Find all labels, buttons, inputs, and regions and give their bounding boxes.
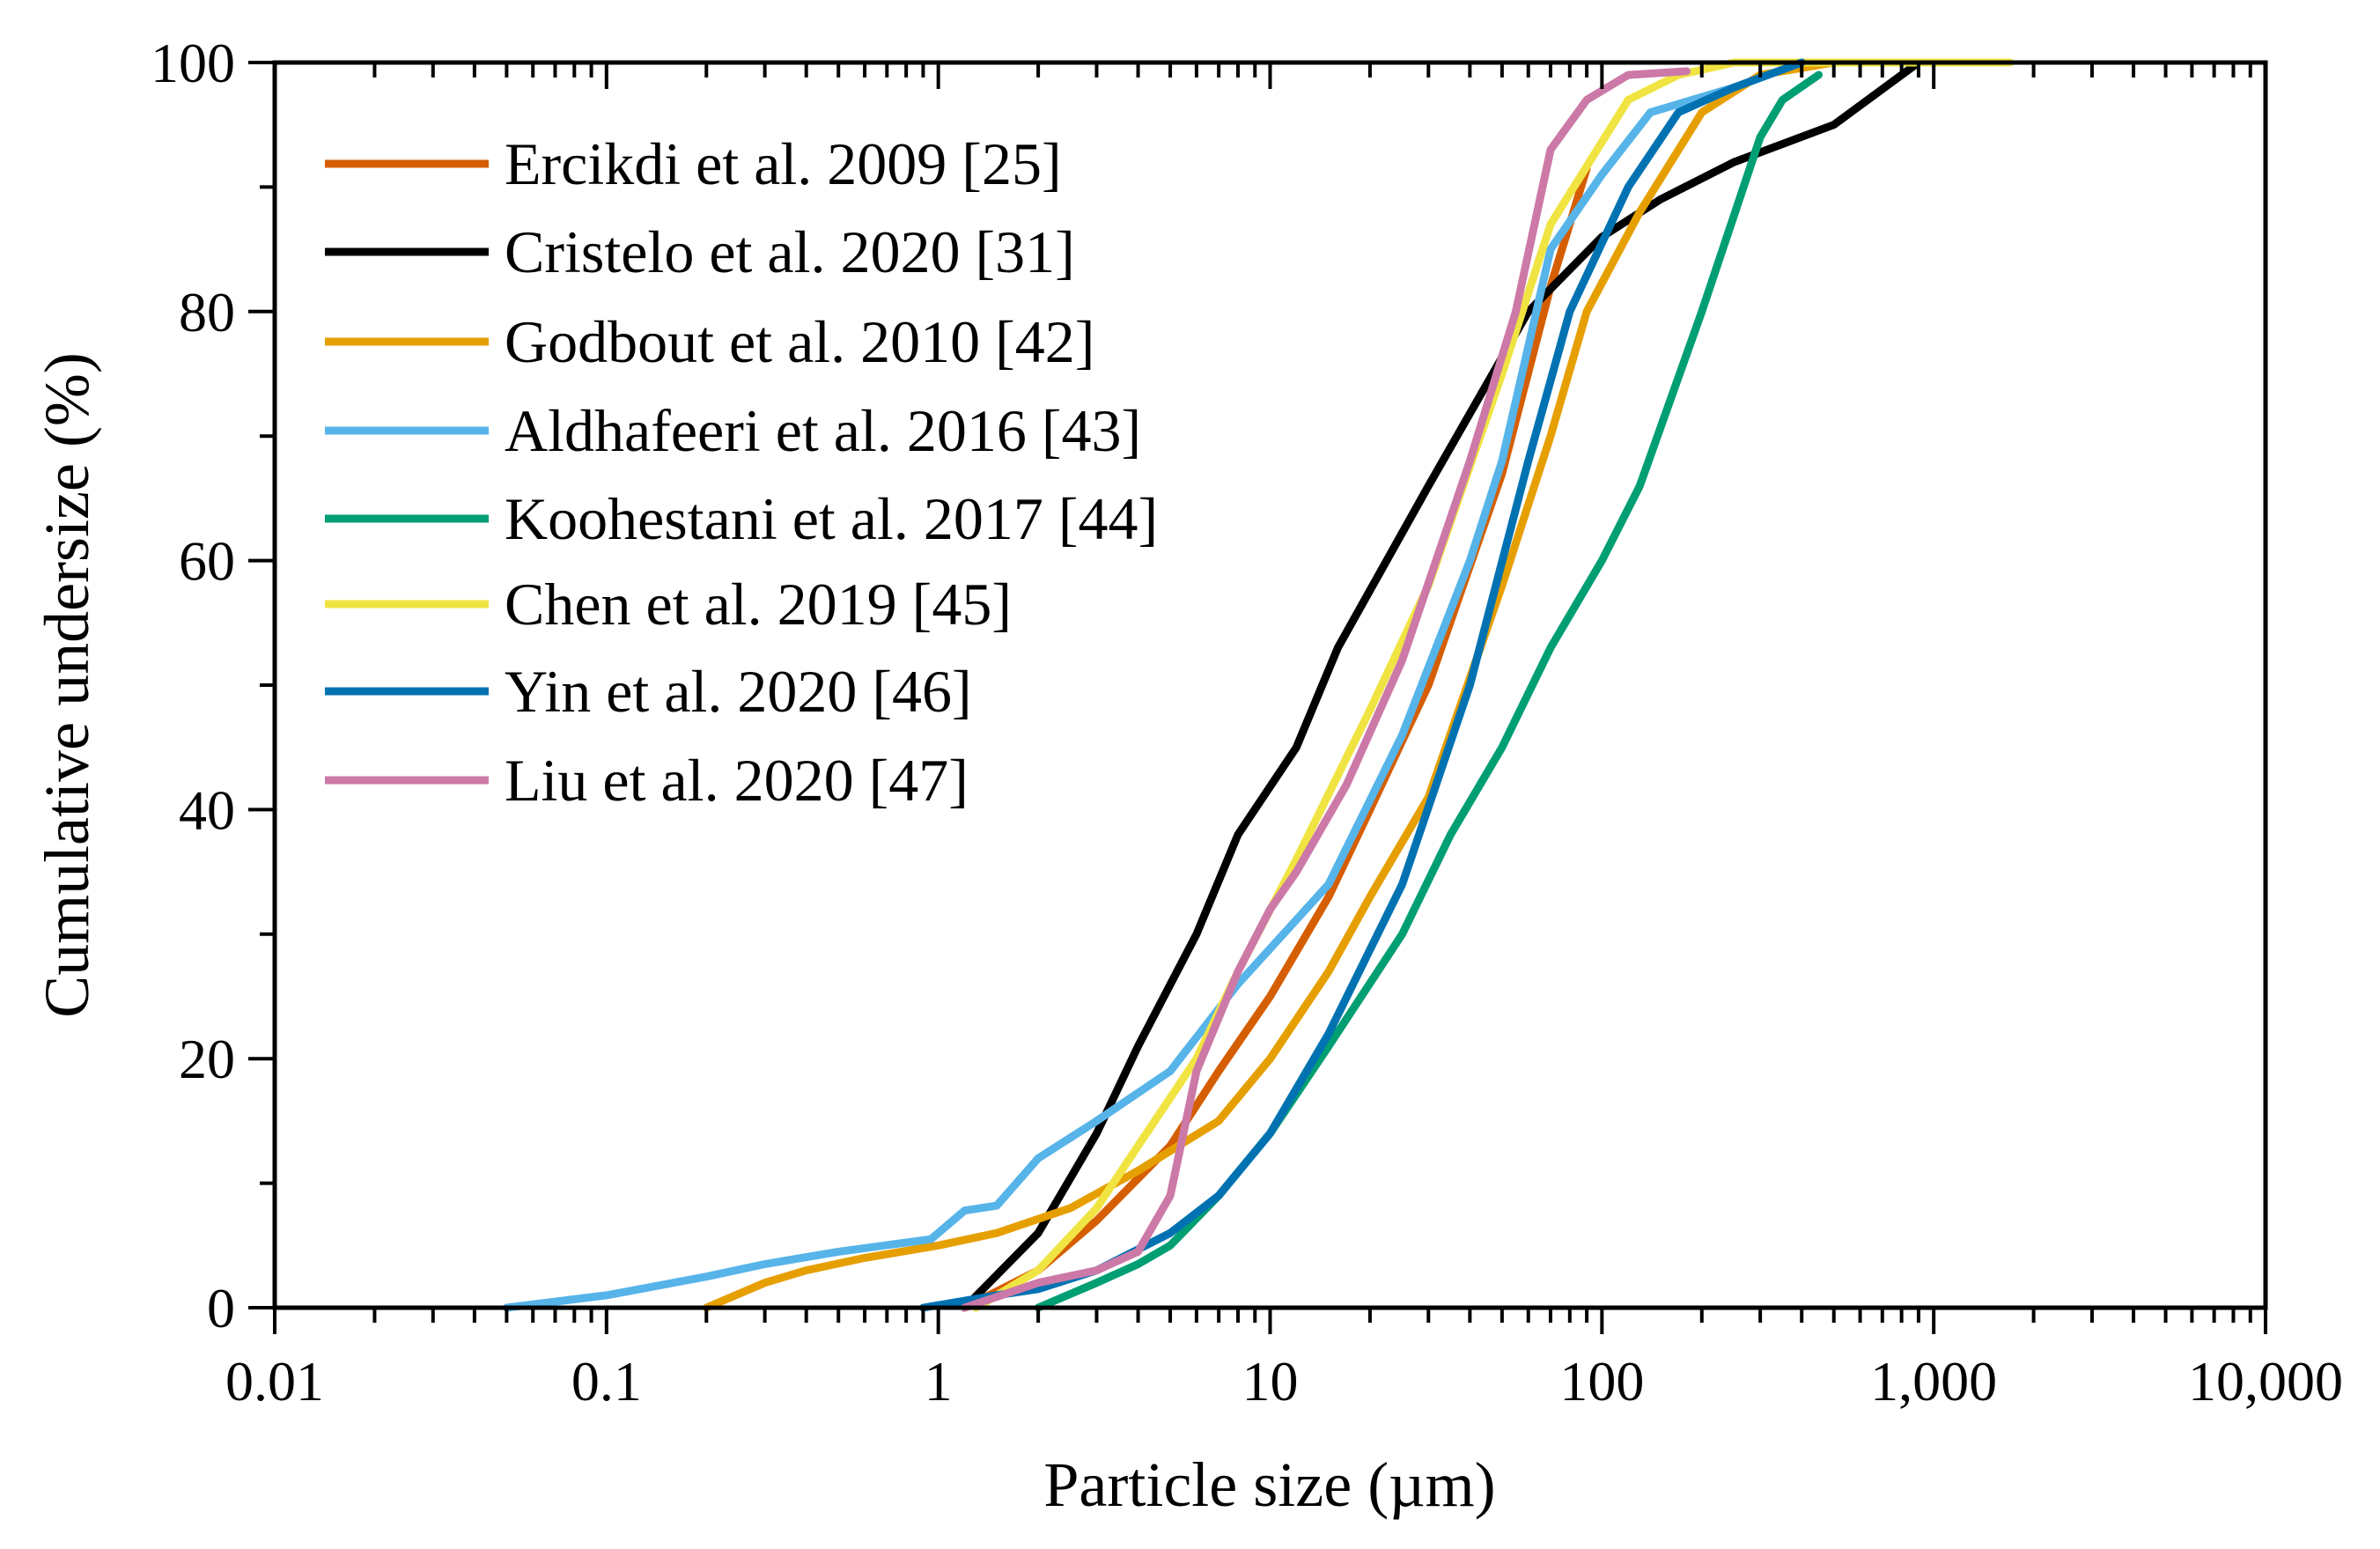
y-tick-label: 100 [151,32,235,94]
legend: Ercikdi et al. 2009 [25] Cristelo et al. … [325,130,1158,814]
legend-label: Godbout et al. 2010 [42] [505,308,1094,375]
legend-label: Liu et al. 2020 [47] [505,747,969,814]
y-tick-label: 0 [207,1277,235,1339]
x-tick-label: 100 [1559,1350,1644,1413]
legend-label: Chen et al. 2019 [45] [505,571,1012,638]
legend-label: Yin et al. 2020 [46] [505,658,972,725]
y-axis-title: Cumulative undersize (%) [32,352,102,1018]
x-tick-label: 0.01 [225,1350,324,1413]
series-line-5 [972,58,2015,1312]
legend-label: Aldhafeeri et al. 2016 [43] [505,397,1141,464]
y-tick-label: 60 [179,530,235,593]
axis-tick-labels: 0.01 0.1 1 10 100 1,000 10,000 0 20 40 60 80 100 [151,32,2343,1413]
series-line-2 [702,58,1838,1312]
x-tick-label: 0.1 [571,1350,642,1413]
legend-label: Ercikdi et al. 2009 [25] [505,130,1062,197]
axis-ticks [248,61,2267,1334]
series-line-1 [961,58,1923,1312]
y-tick-label: 20 [179,1028,235,1090]
x-axis-title: Particle size (µm) [1043,1449,1495,1520]
x-tick-label: 10,000 [2188,1350,2343,1413]
series-line-7 [961,67,1691,1312]
series-line-4 [1034,70,1823,1312]
x-tick-label: 1,000 [1870,1350,1997,1413]
y-tick-label: 40 [179,778,235,841]
series-curves [502,58,2015,1312]
legend-label: Cristelo et al. 2020 [31] [505,218,1075,285]
x-tick-label: 1 [925,1350,953,1413]
x-tick-label: 10 [1242,1350,1299,1413]
y-tick-label: 80 [179,281,235,343]
series-line-3 [502,58,1806,1312]
legend-label: Koohestani et al. 2017 [44] [505,485,1158,552]
